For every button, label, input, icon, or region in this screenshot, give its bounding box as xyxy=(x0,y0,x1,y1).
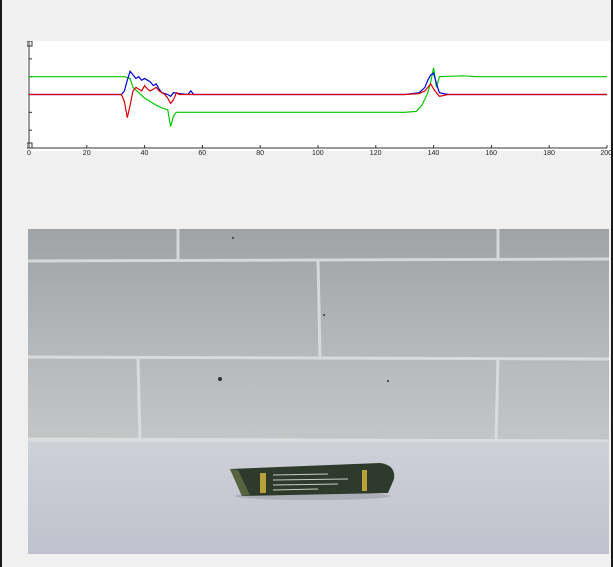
axis-handle-bottom xyxy=(27,142,33,149)
video-frame xyxy=(28,229,609,554)
x-tick-label: 20 xyxy=(82,150,91,157)
x-tick-label: 60 xyxy=(198,150,207,157)
x-tick-label: 180 xyxy=(543,150,555,157)
wall-specks xyxy=(218,237,389,382)
sensor-plot: 3210-1-2-3 xyxy=(27,41,610,151)
crawling-robot xyxy=(230,463,395,496)
series-line-2 xyxy=(29,82,607,118)
axis-handle-top xyxy=(27,41,33,47)
x-tick-label: 140 xyxy=(427,150,440,157)
x-tick-label: 100 xyxy=(312,150,324,157)
series-line-1 xyxy=(29,70,607,98)
video-frame-image xyxy=(28,229,609,554)
x-tick-label: 200 xyxy=(600,150,613,157)
x-tick-label: 40 xyxy=(140,150,149,157)
sensor-plot-svg: 3210-1-2-3 xyxy=(27,41,608,149)
x-tick-label: 0 xyxy=(27,150,31,157)
series-line-0 xyxy=(29,67,607,127)
x-tick-label: 160 xyxy=(485,150,498,157)
x-tick-label: 120 xyxy=(369,150,382,157)
x-tick-label: 80 xyxy=(256,150,264,157)
